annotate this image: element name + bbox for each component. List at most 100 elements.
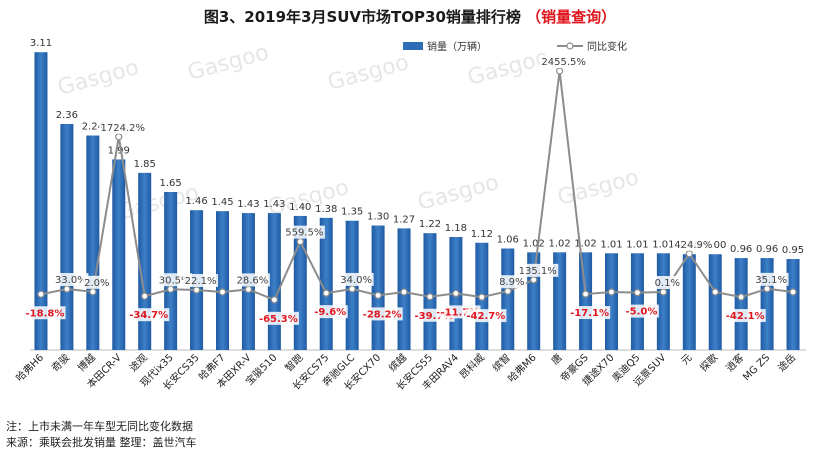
sales-bar	[112, 159, 126, 350]
yoy-marker	[452, 289, 460, 298]
yoy-marker	[244, 285, 253, 294]
watermark-text: Gasgoo	[55, 55, 142, 101]
yoy-marker	[685, 250, 693, 258]
yoy-label-bg	[753, 272, 789, 286]
sales-bar	[708, 254, 722, 350]
chart-title: 图3、2019年3月SUV市场TOP30销量排行榜 （销量查询）	[204, 8, 616, 26]
chart-title-main: 图3、2019年3月SUV市场TOP30销量排行榜	[204, 8, 521, 26]
yoy-marker	[37, 290, 45, 298]
yoy-line	[40, 70, 794, 302]
yoy-marker	[763, 285, 771, 293]
x-tick-label: 智跑	[282, 351, 305, 374]
x-tick-label: 缤智	[490, 351, 513, 374]
yoy-label-bg	[24, 306, 66, 320]
bar-value-label: 0.95	[782, 245, 804, 256]
sales-bar	[164, 192, 178, 350]
yoy-value-label: -42.1%	[726, 311, 765, 322]
sales-bar	[138, 172, 152, 350]
yoy-marker	[633, 289, 642, 297]
x-tick-label: 哈弗H6	[13, 351, 46, 384]
yoy-value-label: -9.6%	[314, 307, 346, 318]
bar-value-label: 1.00	[704, 240, 726, 251]
bar-value-label: 1.40	[289, 202, 311, 213]
yoy-value-label: -42.7%	[466, 311, 505, 322]
yoy-label-bg	[568, 306, 611, 320]
sales-bar	[786, 259, 800, 350]
yoy-marker	[607, 288, 616, 296]
sales-bar	[60, 124, 74, 351]
bar-value-label: 1.35	[341, 207, 363, 218]
x-tick-label: 逍客	[723, 351, 746, 374]
yoy-label-bg	[517, 263, 559, 277]
yoy-marker	[374, 291, 382, 299]
yoy-label-bg	[234, 273, 270, 287]
bar-value-label: 1.38	[315, 204, 337, 215]
sales-bar	[371, 225, 385, 350]
sales-bar	[34, 52, 48, 350]
yoy-label-bg	[283, 225, 325, 239]
yoy-value-label: 2455.5%	[541, 57, 586, 68]
yoy-marker	[89, 288, 97, 296]
x-tick-label: 博越	[75, 351, 98, 374]
sales-bar	[423, 233, 437, 350]
yoy-marker	[296, 238, 304, 246]
x-tick-label: 探歌	[697, 351, 720, 374]
bar-value-label: 1.65	[160, 178, 182, 189]
yoy-value-label: -39.7%	[415, 311, 454, 322]
x-tick-label: 奇骏	[49, 351, 72, 374]
sales-bar	[630, 253, 644, 350]
yoy-marker	[659, 288, 667, 296]
bar-value-label: 1.22	[419, 219, 441, 230]
bar-value-label: 0.96	[730, 244, 752, 255]
legend: 销量（万辆） 同比变化	[403, 40, 627, 53]
yoy-marker	[400, 288, 408, 296]
yoy-label-bg	[99, 120, 147, 134]
yoy-marker	[218, 288, 227, 296]
yoy-marker	[141, 292, 149, 300]
watermark-text: Gasgoo	[415, 170, 502, 216]
bar-value-label: 1.30	[367, 212, 389, 223]
bar-value-label: 2.36	[56, 110, 78, 121]
yoy-marker	[167, 285, 175, 293]
yoy-value-label: 1724.2%	[101, 123, 146, 134]
yoy-marker	[426, 293, 434, 301]
sales-bar	[682, 254, 696, 350]
yoy-label-bg	[465, 309, 507, 323]
yoy-value-label: -5.0%	[625, 307, 657, 318]
yoy-label-bg	[128, 308, 170, 322]
yoy-marker	[530, 276, 538, 284]
bar-value-label: 1.43	[237, 199, 259, 210]
yoy-value-label: 424.9%	[674, 240, 712, 251]
x-tick-label: 途观	[126, 351, 149, 374]
yoy-marker	[504, 287, 512, 295]
yoy-marker	[478, 293, 486, 301]
bar-value-label: 1.02	[574, 238, 596, 249]
yoy-labels-group: -18.8% 33.0%2.0% 1724.2% -34.7% 30.5%22.1% 28…	[24, 55, 789, 325]
yoy-marker	[789, 288, 797, 296]
yoy-line-group	[37, 67, 797, 304]
yoy-value-label: -65.3%	[259, 314, 298, 325]
yoy-marker	[737, 293, 745, 301]
yoy-label-bg	[53, 273, 89, 287]
sales-bar	[216, 211, 229, 350]
x-tick-label: 缤越	[386, 351, 409, 374]
yoy-marker	[581, 290, 590, 298]
bar-value-label: 1.46	[185, 196, 207, 207]
legend-bar-swatch	[403, 42, 423, 50]
bar-value-label: 1.43	[263, 199, 285, 210]
sales-bar	[656, 253, 670, 350]
yoy-value-label: -17.1%	[570, 308, 609, 319]
yoy-marker	[711, 288, 719, 296]
yoy-label-bg	[257, 311, 299, 325]
watermark-text: Gasgoo	[325, 50, 412, 96]
yoy-value-label: 135.1%	[519, 266, 557, 277]
yoy-value-label: -18.8%	[26, 308, 65, 319]
bar-labels-group: 3.11 2.36 2.24 1.99 1.85 1.651.46 1.45 1.43 1.43…	[30, 38, 804, 256]
yoy-marker	[270, 296, 278, 304]
sales-bar	[501, 248, 515, 350]
bar-value-label: 1.18	[445, 223, 467, 234]
yoy-value-label: -28.2%	[363, 309, 402, 320]
yoy-value-label: 0.1%	[655, 278, 680, 289]
